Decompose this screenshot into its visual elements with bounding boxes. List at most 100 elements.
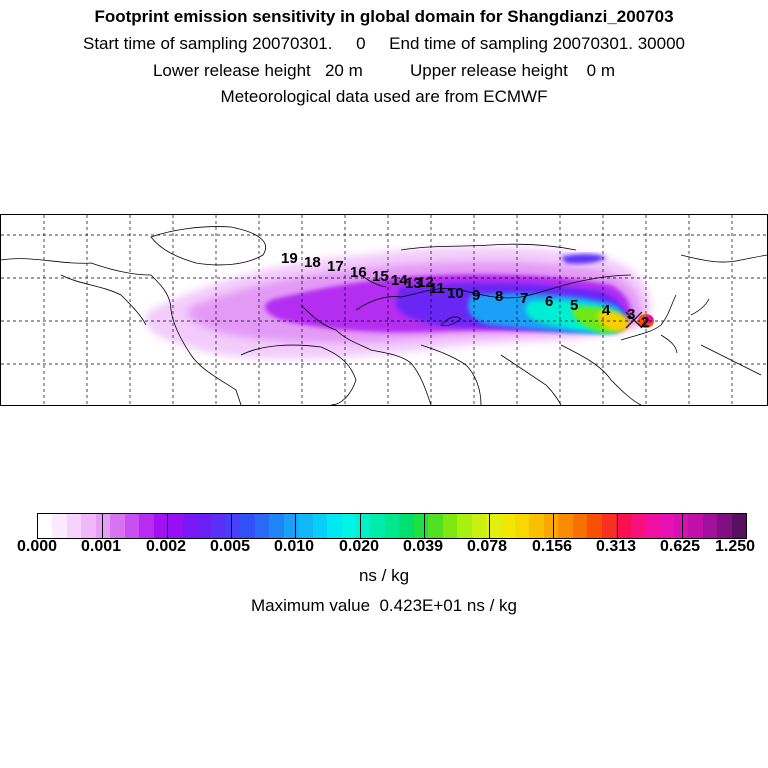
colorbar-tick-label: 0.002: [145, 538, 187, 555]
colorbar-divider: [682, 514, 683, 538]
colorbar-cell: [413, 514, 429, 538]
colorbar-cell: [428, 514, 443, 538]
map-canvas: 19 18 17 16 15 14 13 12 11 10 9 8 7 6 5 …: [1, 215, 767, 405]
colorbar-cell: [240, 514, 255, 538]
trajectory-label: 17: [327, 258, 344, 275]
colorbar-cell: [558, 514, 573, 538]
trajectory-label: 14: [391, 272, 408, 289]
colorbar-cell: [139, 514, 154, 538]
colorbar-cell: [182, 514, 197, 538]
trajectory-label: 7: [520, 290, 528, 307]
trajectory-label: 6: [545, 293, 553, 310]
colorbar-tick-label: 0.010: [273, 538, 315, 555]
colorbar-tick-label: 1.250: [714, 538, 756, 555]
colorbar-cell: [659, 514, 674, 538]
colorbar-cell: [471, 514, 487, 538]
colorbar-cell: [572, 514, 588, 538]
trajectory-label: 9: [472, 287, 480, 304]
footprint-map: 19 18 17 16 15 14 13 12 11 10 9 8 7 6 5 …: [0, 214, 768, 406]
colorbar-divider: [617, 514, 618, 538]
release-height-line: Lower release height 20 m Upper release …: [152, 61, 616, 80]
colorbar-cell: [384, 514, 400, 538]
colorbar-cell: [399, 514, 414, 538]
trajectory-label: 11: [429, 280, 445, 297]
colorbar-cell: [616, 514, 631, 538]
colorbar-cell: [52, 514, 67, 538]
trajectory-label: 15: [372, 268, 389, 285]
trajectory-label: 2: [641, 314, 649, 331]
trajectory-label: 10: [447, 285, 464, 302]
colorbar-divider: [553, 514, 554, 538]
colorbar-tick-label: 0.625: [659, 538, 701, 555]
colorbar-cell: [153, 514, 169, 538]
colorbar-divider: [295, 514, 296, 538]
colorbar-tick-label: 0.005: [209, 538, 251, 555]
colorbar-cell: [168, 514, 183, 538]
colorbar-divider: [360, 514, 361, 538]
station-marker-icon: [625, 311, 643, 329]
colorbar-cell: [124, 514, 140, 538]
trajectory-label: 18: [304, 254, 321, 271]
colorbar-cell: [370, 514, 385, 538]
trajectory-label: 12: [417, 274, 434, 291]
colorbar-tick-label: 0.039: [402, 538, 444, 555]
colorbar-cell: [225, 514, 241, 538]
colorbar-cell: [66, 514, 82, 538]
colorbar-cell: [717, 514, 732, 538]
colorbar-divider: [231, 514, 232, 538]
trajectory-labels: 19 18 17 16 15 14 13 12 11 10 9 8 7 6 5 …: [281, 250, 649, 331]
colorbar-cell: [355, 514, 371, 538]
colorbar-cell: [731, 514, 747, 538]
colorbar-divider: [102, 514, 103, 538]
trajectory-label: 3: [627, 306, 635, 323]
colorbar-cell: [514, 514, 530, 538]
colorbar-cell: [587, 514, 602, 538]
colorbar-cell: [327, 514, 342, 538]
trajectory-label: 5: [570, 297, 578, 314]
colorbar-tick-label: 0.020: [338, 538, 380, 555]
colorbar-cell: [457, 514, 472, 538]
sampling-time-line: Start time of sampling 20070301. 0 End t…: [83, 34, 685, 53]
colorbar-tick-label: 0.156: [531, 538, 573, 555]
colorbar-tick-label: 0.313: [595, 538, 637, 555]
coastlines: [1, 226, 767, 405]
colorbar-cell: [312, 514, 328, 538]
colorbar-cell: [298, 514, 313, 538]
colorbar-cell: [196, 514, 212, 538]
colorbar-cell: [601, 514, 617, 538]
trajectory-label: 19: [281, 250, 298, 267]
colorbar-divider: [167, 514, 168, 538]
colorbar-cell: [38, 514, 53, 538]
colorbar-cell: [500, 514, 515, 538]
colorbar-cell: [95, 514, 111, 538]
graticule: [1, 215, 767, 405]
colorbar-cell: [529, 514, 544, 538]
colorbar-cell: [630, 514, 646, 538]
colorbar-tick-label: 0.001: [80, 538, 122, 555]
colorbar-divider: [424, 514, 425, 538]
colorbar-cell: [254, 514, 270, 538]
colorbar-cell: [645, 514, 660, 538]
colorbar-tick-label: 0.000: [16, 538, 58, 555]
colorbar-cell: [543, 514, 559, 538]
colorbar-cell: [81, 514, 96, 538]
colorbar-cell: [702, 514, 718, 538]
met-data-line: Meteorological data used are from ECMWF: [220, 87, 548, 106]
colorbar-divider: [489, 514, 490, 538]
colorbar-cell: [283, 514, 299, 538]
colorbar: [37, 513, 747, 539]
colorbar-cell: [673, 514, 689, 538]
sensitivity-plume: [145, 247, 654, 360]
colorbar-cell: [110, 514, 125, 538]
trajectory-label: 16: [350, 264, 367, 281]
maximum-value-label: Maximum value 0.423E+01 ns / kg: [251, 596, 517, 615]
colorbar-cell: [269, 514, 284, 538]
trajectory-label: 13: [405, 275, 422, 292]
colorbar-cell: [341, 514, 356, 538]
colorbar-tick-label: 0.078: [466, 538, 508, 555]
unit-label: ns / kg: [358, 566, 410, 585]
colorbar-cell: [211, 514, 226, 538]
trajectory-label: 8: [495, 288, 503, 305]
plot-title: Footprint emission sensitivity in global…: [94, 7, 674, 26]
trajectory-label: 4: [602, 302, 611, 319]
